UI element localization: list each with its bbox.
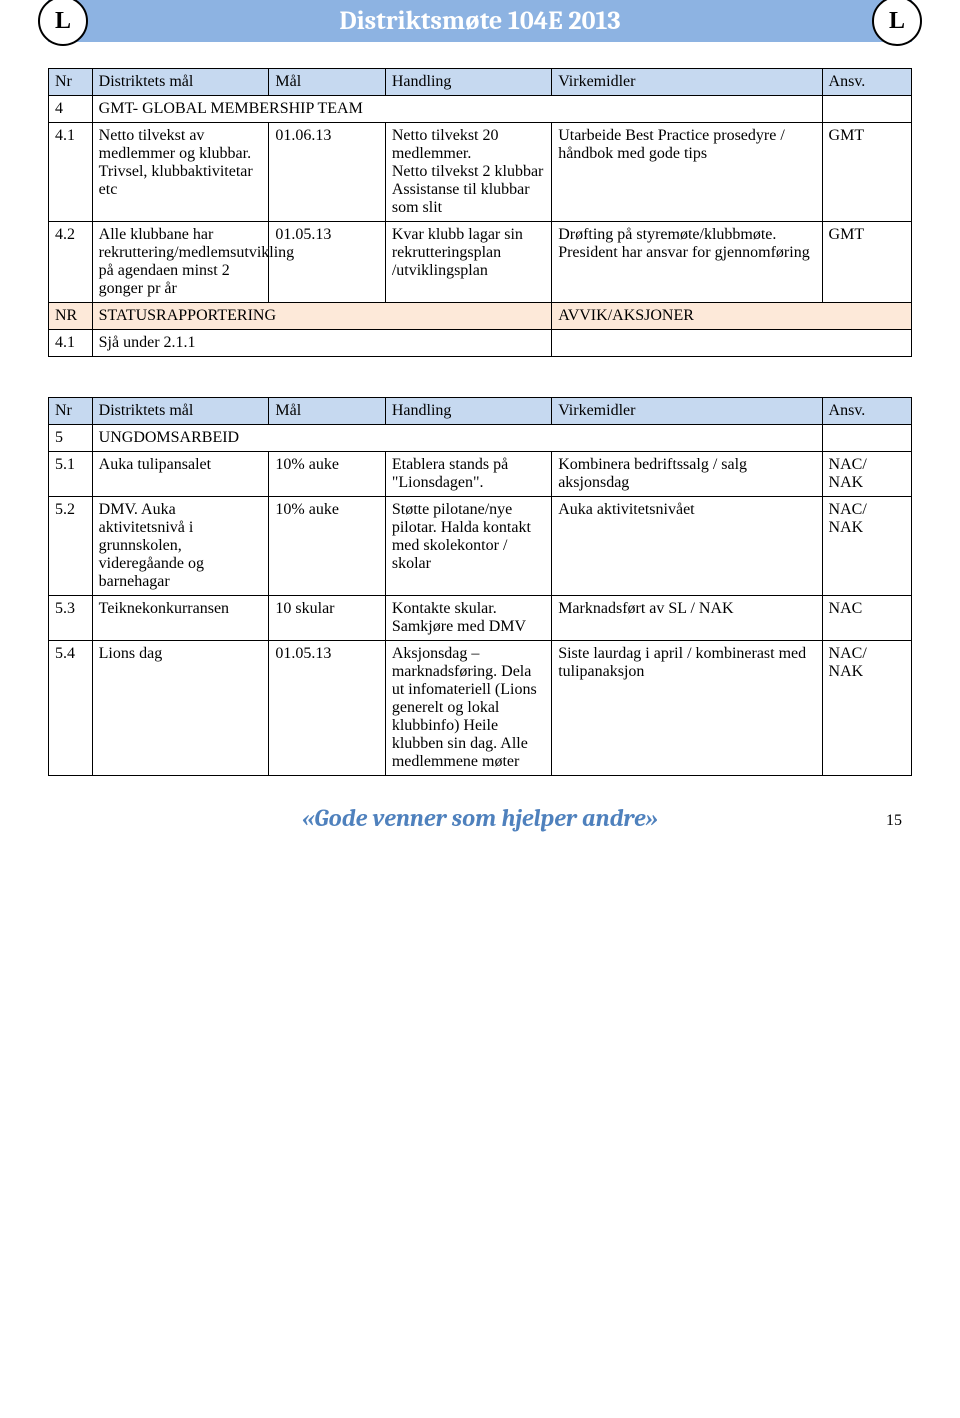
cell-nr: 5.1 xyxy=(49,452,93,497)
table-ungdomsarbeid: Nr Distriktets mål Mål Handling Virkemid… xyxy=(48,397,912,776)
col-handling: Handling xyxy=(385,398,551,425)
table-row: 4.2 Alle klubbane har rekruttering/medle… xyxy=(49,222,912,303)
cell-goal: Alle klubbane har rekruttering/medlemsut… xyxy=(92,222,269,303)
cell-virkemidler: Auka aktivitetsnivået xyxy=(552,497,822,596)
section-nr: 5 xyxy=(49,425,93,452)
section-ansv xyxy=(822,425,911,452)
lions-logo-left: L xyxy=(38,0,88,46)
table-gmt: Nr Distriktets mål Mål Handling Virkemid… xyxy=(48,68,912,357)
col-goal: Distriktets mål xyxy=(92,398,269,425)
cell-maal: 01.05.13 xyxy=(269,641,385,776)
page-footer: «Gode venner som hjelper andre» 15 xyxy=(0,804,960,832)
cell-ansv: GMT xyxy=(822,222,911,303)
cell-ansv: GMT xyxy=(822,123,911,222)
table-row: 5.1 Auka tulipansalet 10% auke Etablera … xyxy=(49,452,912,497)
table-header-row: Nr Distriktets mål Mål Handling Virkemid… xyxy=(49,398,912,425)
cell-ansv: NAC/ NAK xyxy=(822,452,911,497)
page-header: L Distriktsmøte 104E 2013 L xyxy=(48,0,912,42)
cell-ansv: NAC xyxy=(822,596,911,641)
section-title: UNGDOMSARBEID xyxy=(92,425,822,452)
section-row: 4 GMT- GLOBAL MEMBERSHIP TEAM xyxy=(49,96,912,123)
section-nr: 4 xyxy=(49,96,93,123)
status-row-avvik xyxy=(552,330,912,357)
status-header-row: NR STATUSRAPPORTERING AVVIK/AKSJONER xyxy=(49,303,912,330)
status-nr: NR xyxy=(49,303,93,330)
cell-virkemidler: Kombinera bedriftssalg / salg aksjonsdag xyxy=(552,452,822,497)
status-row-text: Sjå under 2.1.1 xyxy=(92,330,552,357)
table-row: 5.2 DMV. Auka aktivitetsnivå i grunnskol… xyxy=(49,497,912,596)
cell-maal: 01.06.13 xyxy=(269,123,385,222)
cell-maal: 01.05.13 xyxy=(269,222,385,303)
table-header-row: Nr Distriktets mål Mål Handling Virkemid… xyxy=(49,69,912,96)
cell-nr: 5.2 xyxy=(49,497,93,596)
header-title: Distriktsmøte 104E 2013 xyxy=(339,6,620,36)
cell-goal: Lions dag xyxy=(92,641,269,776)
cell-maal: 10% auke xyxy=(269,497,385,596)
cell-nr: 4.1 xyxy=(49,123,93,222)
cell-handling: Kvar klubb lagar sin rekrutteringsplan /… xyxy=(385,222,551,303)
status-avvik: AVVIK/AKSJONER xyxy=(552,303,912,330)
cell-nr: 5.4 xyxy=(49,641,93,776)
col-ansv: Ansv. xyxy=(822,398,911,425)
col-virkemidler: Virkemidler xyxy=(552,398,822,425)
cell-goal: Teiknekonkurransen xyxy=(92,596,269,641)
col-maal: Mål xyxy=(269,69,385,96)
cell-goal: Netto tilvekst av medlemmer og klubbar. … xyxy=(92,123,269,222)
section-title: GMT- GLOBAL MEMBERSHIP TEAM xyxy=(92,96,822,123)
table-row: 5.4 Lions dag 01.05.13 Aksjonsdag – mark… xyxy=(49,641,912,776)
table-row: 5.3 Teiknekonkurransen 10 skular Kontakt… xyxy=(49,596,912,641)
cell-virkemidler: Siste laurdag i april / kombinerast med … xyxy=(552,641,822,776)
status-row: 4.1 Sjå under 2.1.1 xyxy=(49,330,912,357)
section-ansv xyxy=(822,96,911,123)
cell-ansv: NAC/ NAK xyxy=(822,641,911,776)
cell-virkemidler: Drøfting på styremøte/klubbmøte. Preside… xyxy=(552,222,822,303)
page-number: 15 xyxy=(886,812,902,830)
status-row-nr: 4.1 xyxy=(49,330,93,357)
cell-handling: Netto tilvekst 20 medlemmer. Netto tilve… xyxy=(385,123,551,222)
section-row: 5 UNGDOMSARBEID xyxy=(49,425,912,452)
logo-glyph: L xyxy=(889,8,905,35)
logo-glyph: L xyxy=(55,8,71,35)
col-goal: Distriktets mål xyxy=(92,69,269,96)
cell-maal: 10% auke xyxy=(269,452,385,497)
cell-nr: 5.3 xyxy=(49,596,93,641)
cell-goal: DMV. Auka aktivitetsnivå i grunnskolen, … xyxy=(92,497,269,596)
cell-ansv: NAC/ NAK xyxy=(822,497,911,596)
cell-virkemidler: Marknadsført av SL / NAK xyxy=(552,596,822,641)
col-maal: Mål xyxy=(269,398,385,425)
cell-handling: Kontakte skular. Samkjøre med DMV xyxy=(385,596,551,641)
col-handling: Handling xyxy=(385,69,551,96)
lions-logo-right: L xyxy=(872,0,922,46)
cell-handling: Aksjonsdag – marknadsføring. Dela ut inf… xyxy=(385,641,551,776)
cell-goal: Auka tulipansalet xyxy=(92,452,269,497)
cell-handling: Etablera stands på "Lionsdagen". xyxy=(385,452,551,497)
cell-nr: 4.2 xyxy=(49,222,93,303)
table-row: 4.1 Netto tilvekst av medlemmer og klubb… xyxy=(49,123,912,222)
col-nr: Nr xyxy=(49,398,93,425)
status-label: STATUSRAPPORTERING xyxy=(92,303,552,330)
cell-maal: 10 skular xyxy=(269,596,385,641)
col-ansv: Ansv. xyxy=(822,69,911,96)
page-content: Nr Distriktets mål Mål Handling Virkemid… xyxy=(0,54,960,776)
cell-handling: Støtte pilotane/nye pilotar. Halda konta… xyxy=(385,497,551,596)
col-nr: Nr xyxy=(49,69,93,96)
cell-virkemidler: Utarbeide Best Practice prosedyre / hånd… xyxy=(552,123,822,222)
col-virkemidler: Virkemidler xyxy=(552,69,822,96)
footer-motto: «Gode venner som hjelper andre» xyxy=(302,804,658,832)
